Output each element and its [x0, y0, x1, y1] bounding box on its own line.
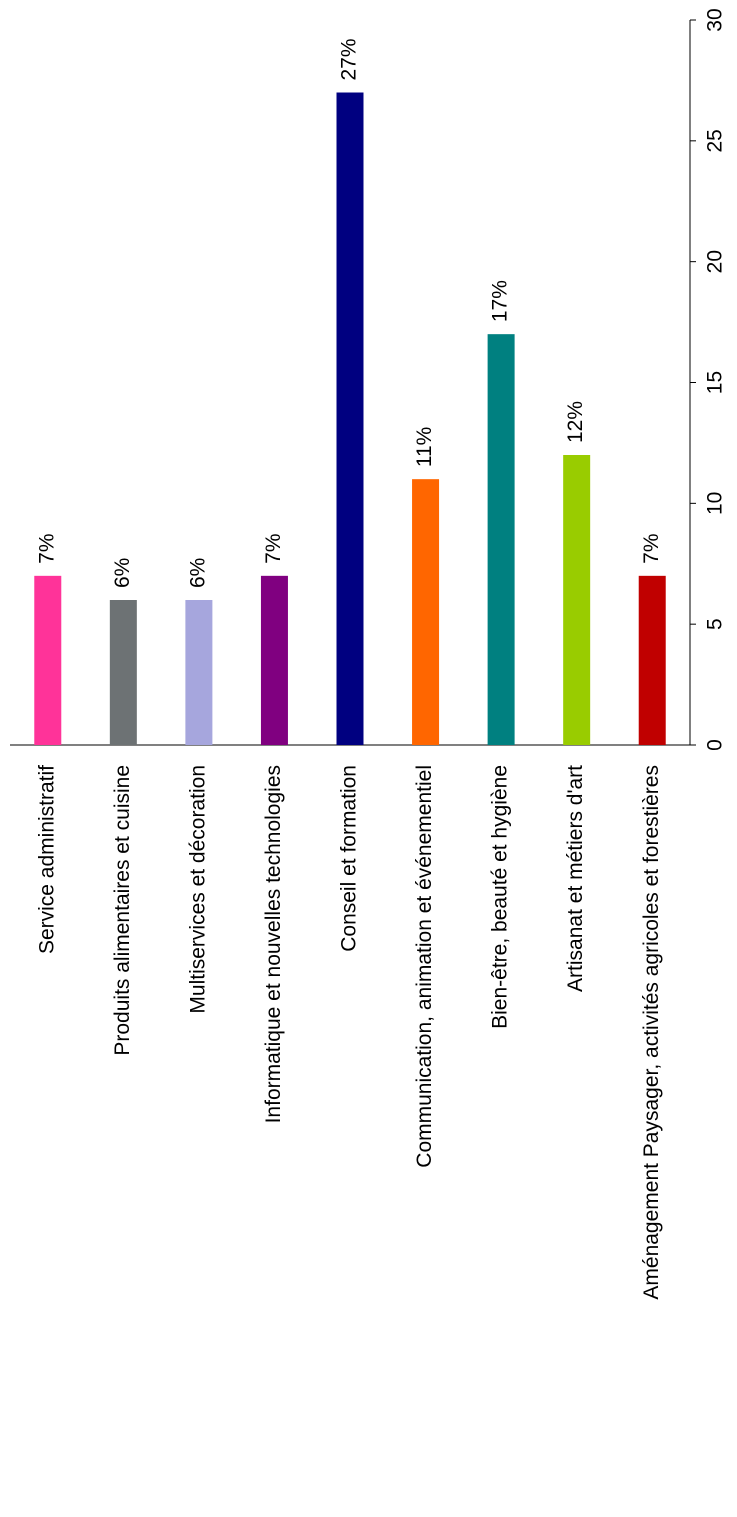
y-tick-label: 5 — [704, 618, 727, 630]
x-tick-label: Bien-être, beauté et hygiène — [489, 765, 512, 1029]
bar — [487, 334, 515, 745]
data-label: 17% — [489, 280, 512, 322]
x-tick-label: Multiservices et décoration — [186, 765, 209, 1014]
data-label: 11% — [413, 427, 436, 467]
y-tick-label: 10 — [704, 492, 727, 515]
bar — [336, 92, 364, 745]
x-tick-label: Service administratif — [35, 765, 58, 954]
y-tick-label: 20 — [704, 250, 727, 273]
bar — [563, 455, 591, 745]
bar — [412, 479, 440, 745]
data-label: 6% — [186, 558, 209, 588]
data-label: 7% — [640, 533, 663, 563]
bar — [260, 575, 288, 745]
y-tick-label: 15 — [704, 371, 727, 394]
x-tick-label: Aménagement Paysager, activités agricole… — [640, 765, 663, 1300]
bar — [185, 600, 213, 745]
data-label: 6% — [111, 558, 134, 588]
data-label: 7% — [262, 533, 285, 563]
data-label: 12% — [564, 401, 587, 443]
x-tick-label: Informatique et nouvelles technologies — [262, 765, 285, 1123]
bar — [109, 600, 137, 745]
x-tick-label: Produits alimentaires et cuisine — [111, 765, 134, 1056]
bar — [638, 575, 666, 745]
x-tick-label: Communication, animation et événementiel — [413, 765, 436, 1168]
x-tick-label: Artisanat et métiers d'art — [564, 765, 587, 992]
y-tick-label: 30 — [704, 8, 727, 31]
data-label: 7% — [35, 533, 58, 563]
x-tick-label: Conseil et formation — [338, 765, 361, 952]
bar — [34, 575, 62, 745]
y-tick-label: 25 — [704, 129, 727, 152]
y-tick-label: 0 — [704, 739, 727, 751]
data-label: 27% — [338, 38, 361, 80]
